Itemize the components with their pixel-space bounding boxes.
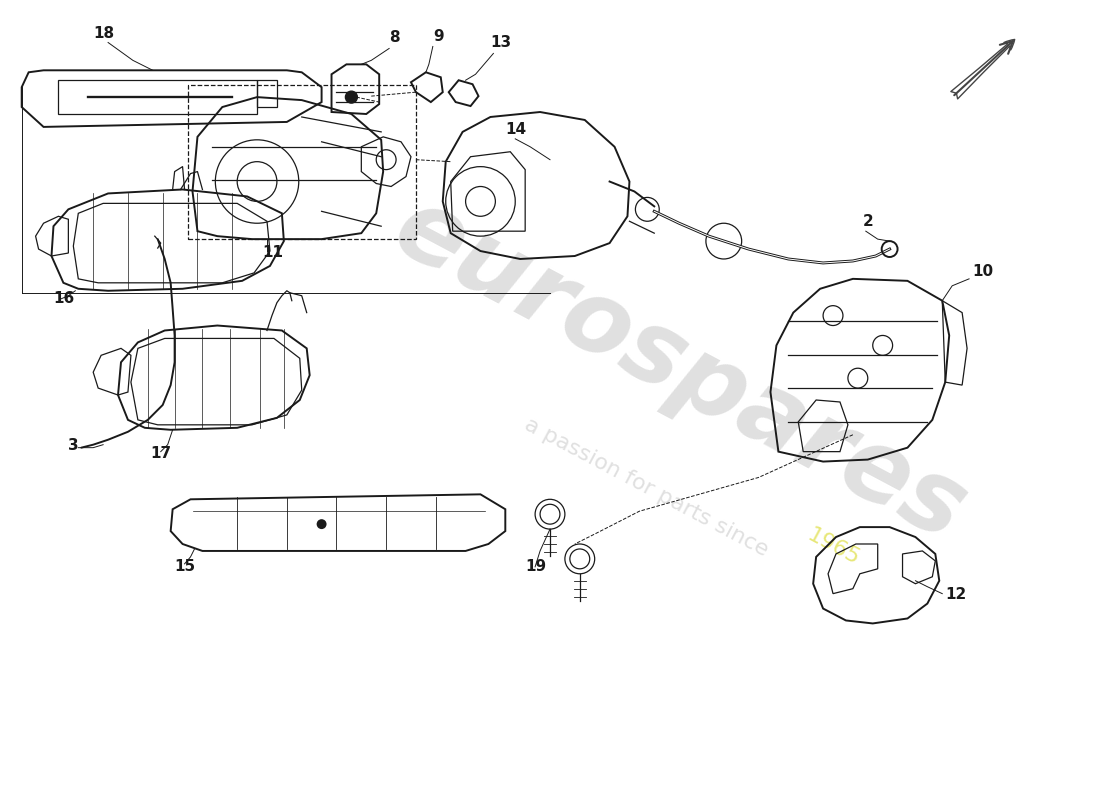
- Text: 18: 18: [94, 26, 114, 41]
- Bar: [187, 86, 416, 239]
- Text: 8: 8: [389, 30, 399, 46]
- Text: 1965: 1965: [803, 525, 862, 569]
- Text: 16: 16: [54, 290, 75, 306]
- Text: 15: 15: [175, 559, 196, 574]
- Text: 3: 3: [68, 438, 79, 453]
- Text: 9: 9: [432, 29, 443, 43]
- Text: 17: 17: [151, 446, 172, 461]
- Text: a passion for parts since: a passion for parts since: [521, 414, 778, 564]
- Text: 2: 2: [862, 214, 873, 230]
- Circle shape: [317, 519, 327, 529]
- Text: 13: 13: [491, 35, 512, 50]
- Text: 11: 11: [262, 245, 283, 260]
- Circle shape: [345, 91, 358, 103]
- Text: 14: 14: [505, 122, 527, 137]
- Text: 10: 10: [972, 264, 993, 279]
- Text: 19: 19: [525, 559, 547, 574]
- Text: eurospares: eurospares: [377, 179, 981, 562]
- Text: 12: 12: [945, 586, 967, 602]
